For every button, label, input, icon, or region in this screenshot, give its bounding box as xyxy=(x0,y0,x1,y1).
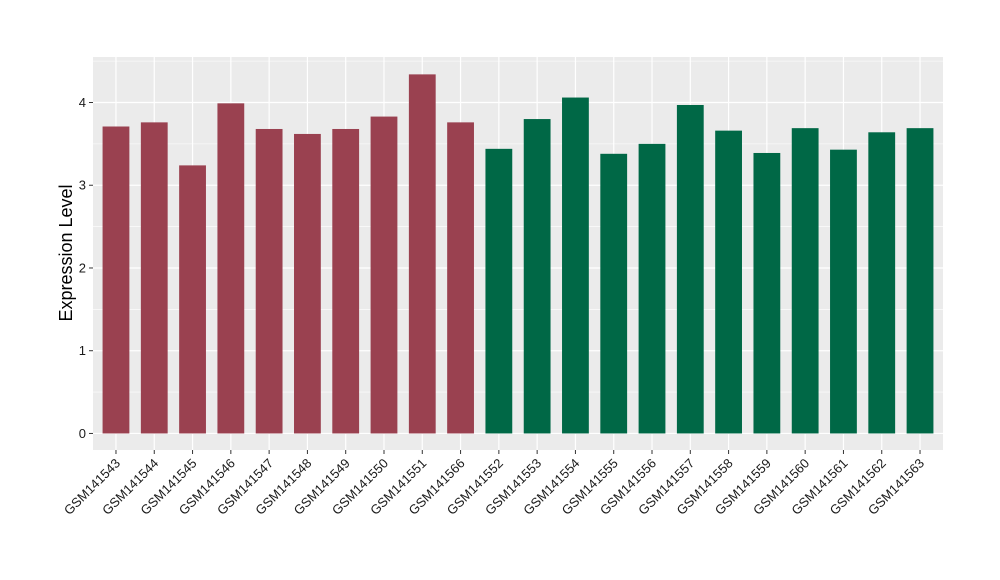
y-tick-label: 2 xyxy=(79,260,86,275)
y-tick-label: 4 xyxy=(79,95,86,110)
y-axis-title: Expression Level xyxy=(56,184,76,321)
bar-GSM141553 xyxy=(523,119,551,434)
bar-GSM141545 xyxy=(179,165,206,434)
bar-GSM141562 xyxy=(868,132,896,434)
bar-GSM141544 xyxy=(140,122,168,434)
y-tick-label: 3 xyxy=(79,178,86,193)
bar-GSM141566 xyxy=(447,122,474,434)
bar-GSM141551 xyxy=(408,74,436,434)
bar-GSM141554 xyxy=(562,97,589,434)
bars xyxy=(102,74,934,434)
bar-GSM141546 xyxy=(217,103,245,434)
bar-GSM141550 xyxy=(370,116,398,434)
bar-GSM141555 xyxy=(600,153,628,434)
bar-GSM141558 xyxy=(715,130,742,434)
bar-GSM141561 xyxy=(830,149,857,434)
bar-GSM141549 xyxy=(332,128,360,434)
bar-GSM141556 xyxy=(638,143,666,434)
bar-GSM141563 xyxy=(906,128,934,434)
bar-GSM141557 xyxy=(676,104,704,434)
y-tick-label: 1 xyxy=(79,343,86,358)
bar-GSM141560 xyxy=(791,128,819,434)
bar-GSM141552 xyxy=(485,148,513,434)
bar-GSM141559 xyxy=(753,152,781,434)
bar-GSM141547 xyxy=(255,128,283,434)
bar-GSM141543 xyxy=(102,126,130,434)
bar-GSM141548 xyxy=(294,133,321,434)
y-tick-label: 0 xyxy=(79,426,86,441)
